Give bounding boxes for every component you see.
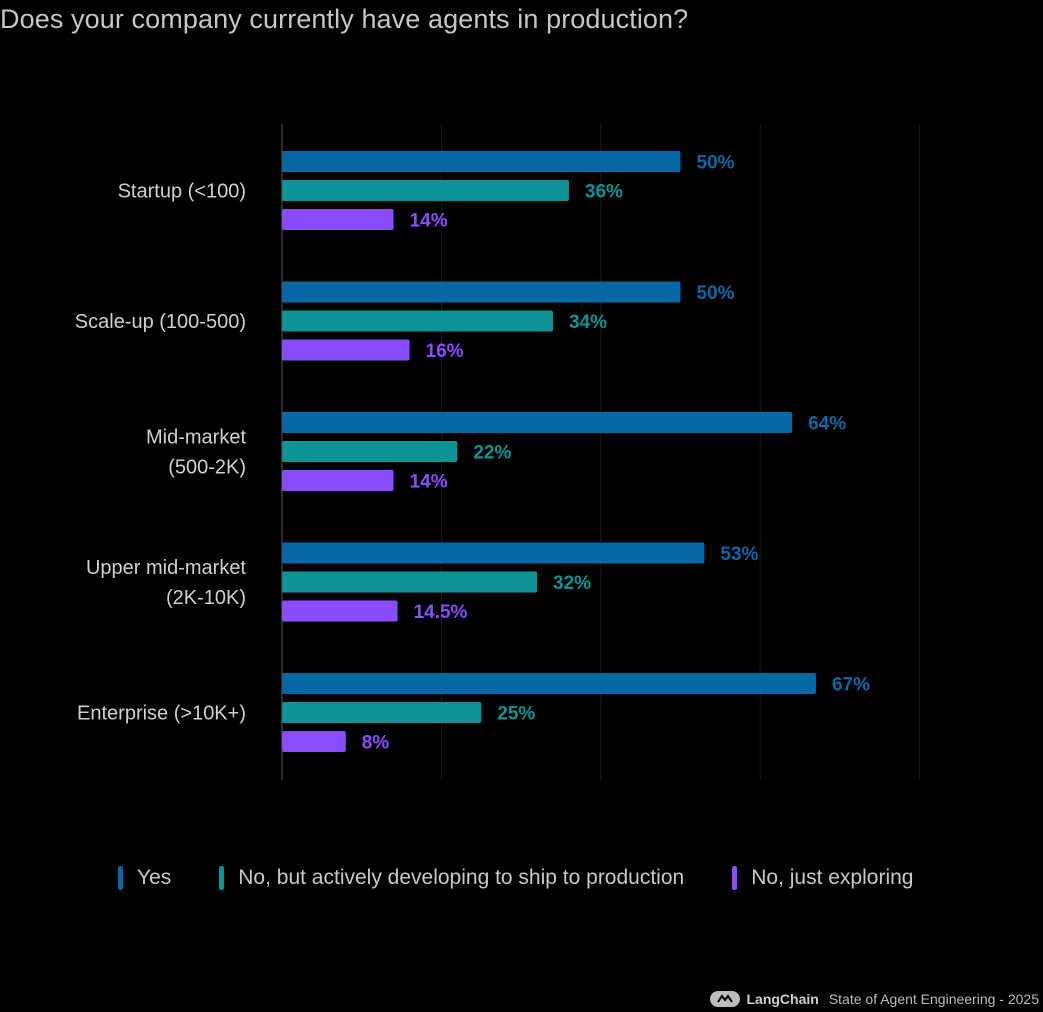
bar-yes	[282, 673, 816, 694]
legend-item-exploring: No, just exploring	[732, 866, 913, 890]
legend-item-yes: Yes	[118, 866, 171, 890]
data-label: 22%	[473, 443, 511, 464]
bar-yes	[282, 412, 793, 433]
data-label: 50%	[697, 283, 735, 304]
bar-developing	[282, 441, 458, 462]
legend-label: No, just exploring	[751, 866, 914, 889]
bar-yes	[282, 281, 681, 303]
data-label: 36%	[585, 182, 623, 203]
data-label: 32%	[553, 573, 591, 594]
bar-yes	[282, 151, 681, 172]
chart-title: Does your company currently have agents …	[0, 4, 689, 34]
legend-item-developing: No, but actively developing to ship to p…	[219, 866, 684, 890]
data-label: 25%	[497, 704, 535, 725]
legend-label: Yes	[137, 866, 172, 889]
bar-developing	[282, 571, 538, 593]
category-label: (2K-10K)	[166, 587, 246, 609]
category-label: Upper mid-market	[86, 557, 246, 579]
legend-swatch	[118, 866, 123, 890]
category-label: Scale-up (100-500)	[75, 311, 246, 333]
bar-exploring	[282, 209, 394, 230]
bar-developing	[282, 310, 553, 332]
legend: Yes No, but actively developing to ship t…	[118, 866, 961, 890]
data-label: 14.5%	[414, 602, 468, 623]
bar-developing	[282, 180, 569, 201]
data-label: 50%	[697, 153, 735, 174]
data-label: 64%	[808, 414, 846, 435]
bar-chart: Startup (<100) 50% 36% 14% Scale-up (100-500…	[75, 124, 921, 780]
category-label: (500-2K)	[168, 457, 246, 479]
data-label: 67%	[832, 675, 870, 696]
footer: LangChain State of Agent Engineering - 2…	[710, 990, 1039, 1008]
langchain-logo-icon	[710, 991, 741, 1007]
bar-exploring	[282, 600, 398, 622]
bar-yes	[282, 542, 705, 564]
bar-exploring	[282, 731, 346, 752]
bar-exploring	[282, 339, 410, 361]
footer-brand: LangChain	[746, 991, 819, 1007]
footer-text: State of Agent Engineering - 2025	[828, 991, 1039, 1007]
data-label: 8%	[362, 733, 390, 754]
legend-swatch	[732, 866, 738, 890]
data-label: 16%	[426, 341, 464, 362]
data-label: 14%	[410, 472, 448, 493]
bar-exploring	[282, 470, 394, 491]
category-label: Mid-market	[146, 427, 246, 449]
data-label: 34%	[569, 312, 607, 333]
legend-label: No, but actively developing to ship to p…	[238, 866, 685, 889]
category-label: Enterprise (>10K+)	[77, 703, 246, 725]
data-label: 53%	[720, 544, 758, 565]
category-label: Startup (<100)	[118, 181, 246, 203]
bar-developing	[282, 702, 482, 723]
data-label: 14%	[410, 211, 448, 232]
legend-swatch	[219, 866, 225, 890]
